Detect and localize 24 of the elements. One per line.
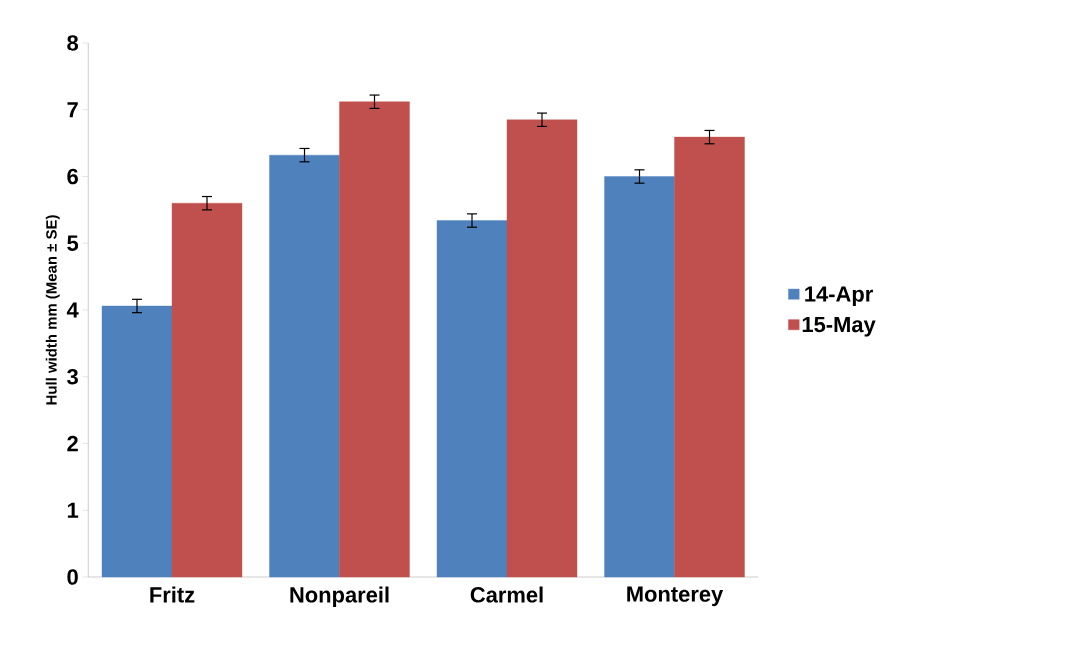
bar [101,305,173,578]
x-tick-label: Carmel [470,586,543,603]
legend-label: 15-May [802,316,876,337]
bar [604,176,675,578]
y-tick-label: 6 [67,168,78,185]
y-tick-label: 7 [67,102,78,118]
bar [339,101,410,578]
y-tick-label: 3 [67,368,78,385]
bar [506,119,578,578]
bar [269,154,340,578]
bar [171,203,243,578]
y-tick-label: 2 [67,435,78,452]
y-tick-label: 8 [67,35,79,51]
y-tick-label: 4 [66,302,79,318]
bar [436,220,508,578]
y-tick-label: 1 [67,502,79,518]
x-tick-label: Fritz [150,586,195,603]
legend-label: 14-Apr [805,286,873,307]
y-tick-label: 5 [67,235,79,251]
x-tick-label: Nonpareil [290,586,389,607]
bar [674,136,745,578]
y-axis-title: Hull width mm (Mean ± SE) [45,215,60,405]
x-tick-label: Monterey [627,586,724,607]
y-tick-label: 0 [67,569,78,585]
